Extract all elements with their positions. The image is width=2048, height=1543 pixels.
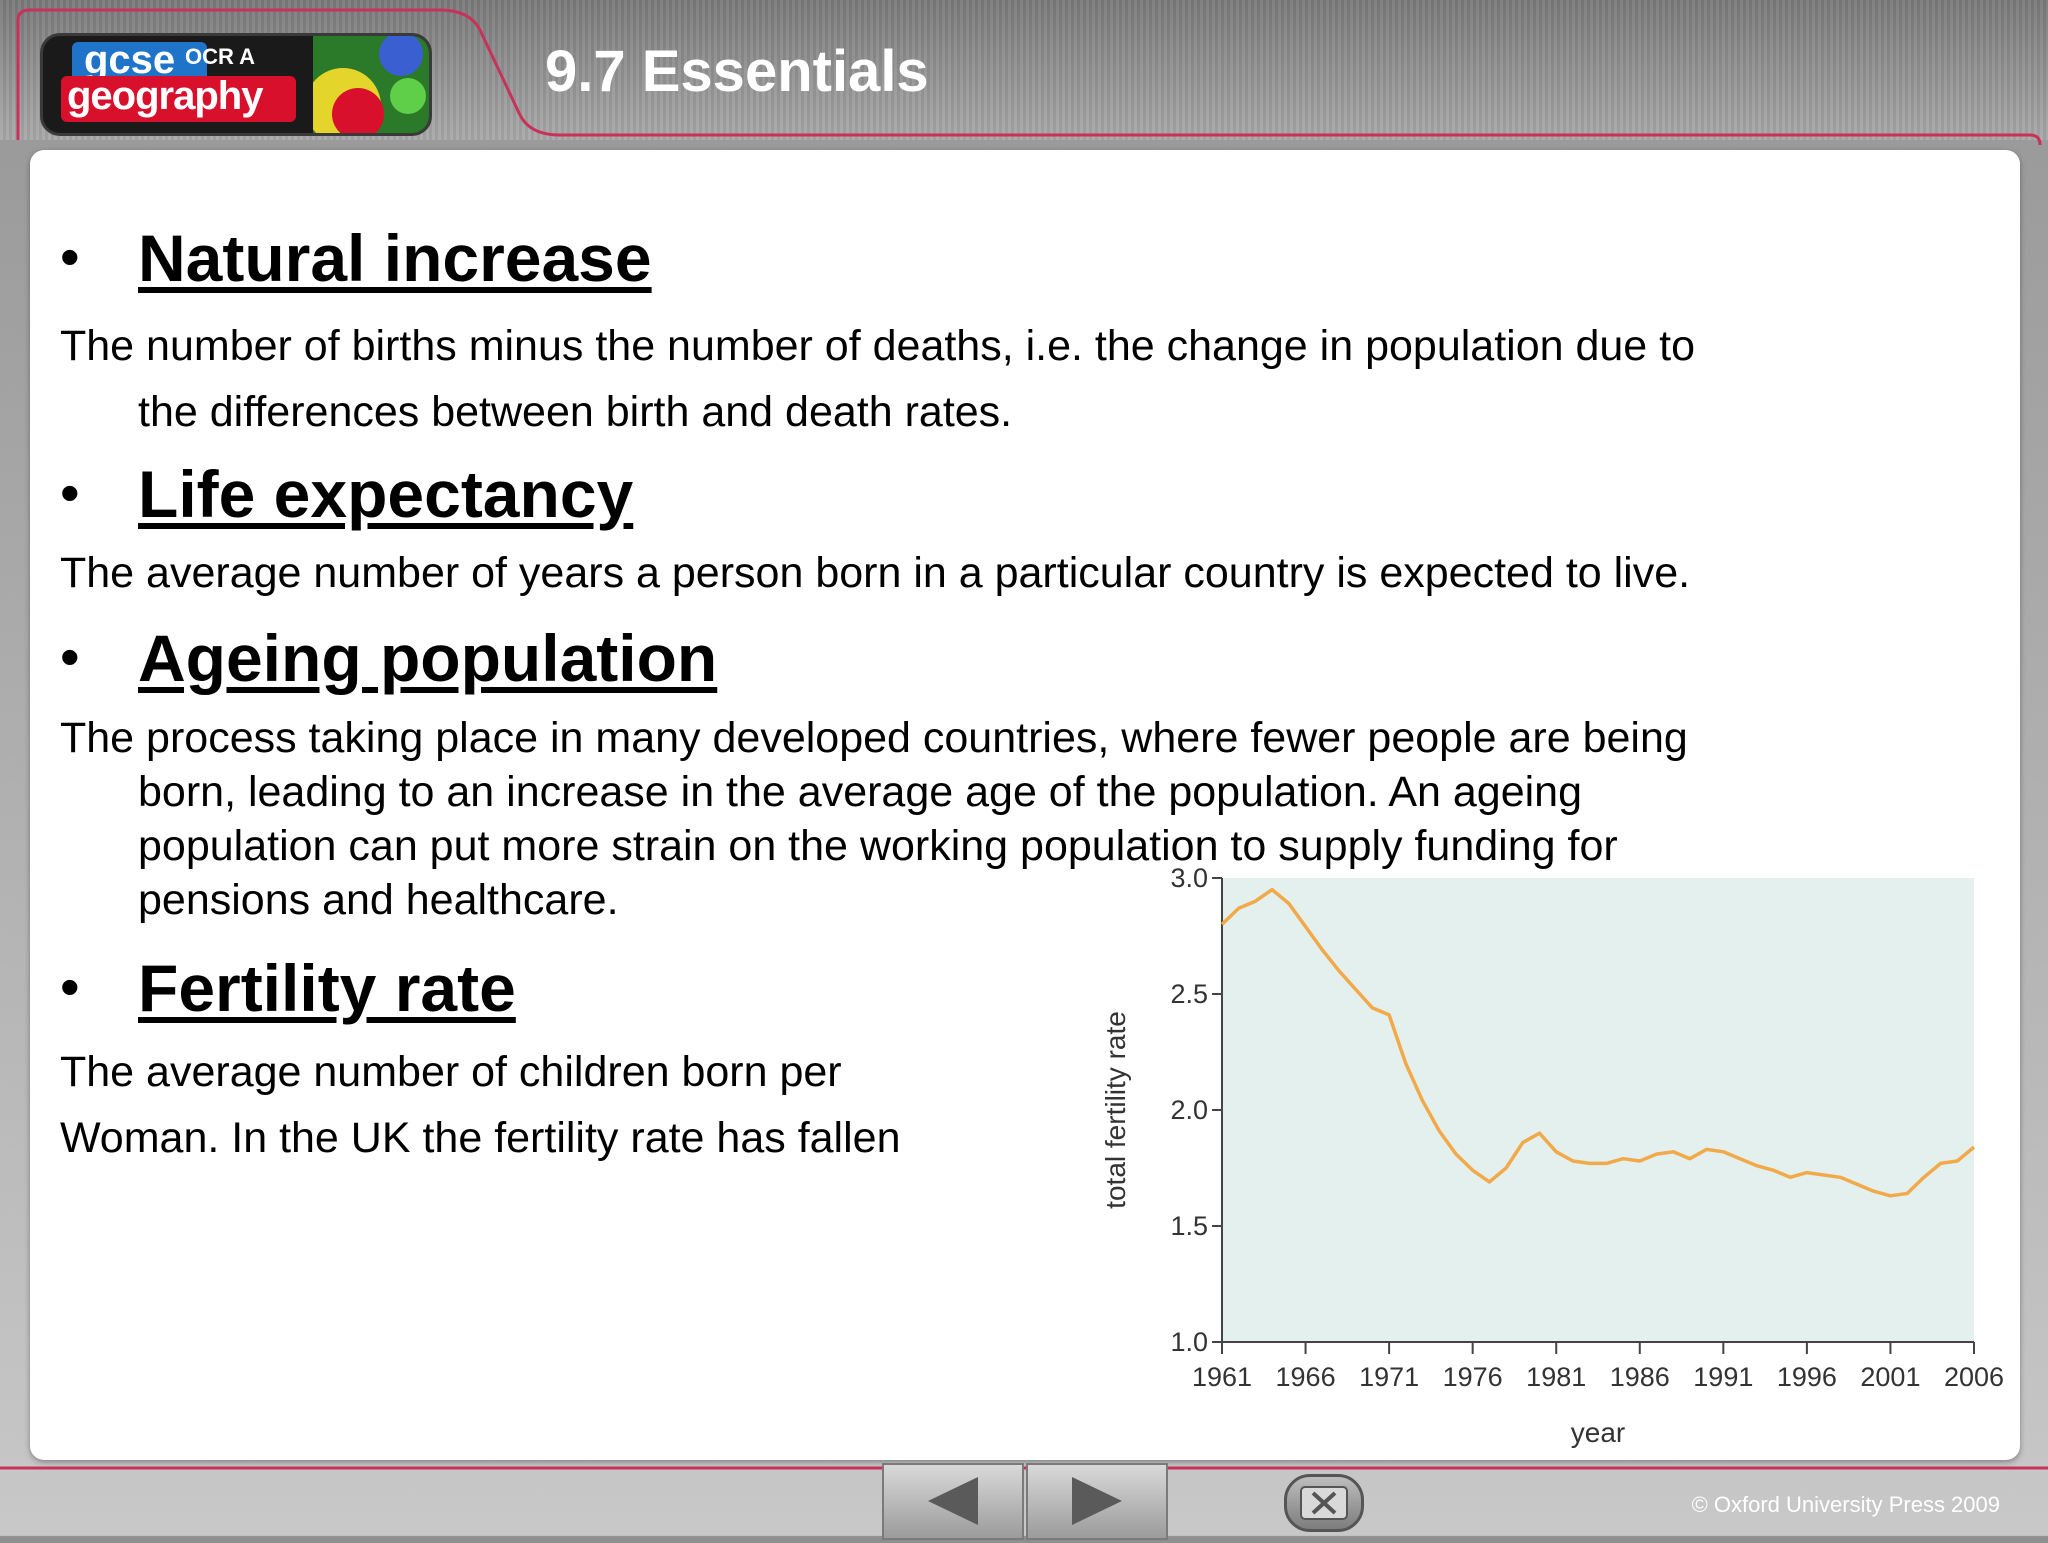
definition-natural-increase: The number of births minus the number of…	[60, 313, 1695, 445]
definition-continuation: the differences between birth and death …	[138, 388, 1013, 436]
x-tick-label: 1991	[1693, 1362, 1753, 1392]
logo-subject-badge: geography	[61, 74, 296, 122]
header-accent-frame	[16, 8, 2042, 146]
previous-slide-button[interactable]	[882, 1463, 1024, 1540]
plot-area	[1222, 878, 1974, 1342]
x-tick-label: 1961	[1192, 1362, 1252, 1392]
x-axis-title: year	[1571, 1417, 1625, 1448]
fertility-rate-chart: 1.0 1.5 2.0 2.5 3.0 1961 1966 1971 1976 1981 1986 1…	[1100, 866, 2004, 1448]
copyright-notice: © Oxford University Press 2009	[1691, 1492, 2000, 1517]
definition-line-2: Woman. In the UK the fertility rate has …	[60, 1114, 901, 1162]
triangle-left-icon	[928, 1477, 978, 1525]
y-tick-label: 1.5	[1170, 1211, 1208, 1241]
triangle-right-icon	[1072, 1477, 1122, 1525]
definition-continuation: born, leading to an increase in the aver…	[138, 768, 1618, 924]
term-ageing-population: Ageing population	[138, 621, 718, 695]
x-tick-label: 2006	[1944, 1362, 2004, 1392]
x-tick-label: 2001	[1860, 1362, 1920, 1392]
gcse-geography-logo: gcse OCR A geography	[40, 33, 432, 136]
term-natural-increase: Natural increase	[138, 221, 652, 295]
x-tick-label: 1996	[1777, 1362, 1837, 1392]
series-line	[1220, 887, 1976, 1198]
term-fertility-rate: Fertility rate	[138, 951, 516, 1025]
y-tick-label: 3.0	[1170, 866, 1208, 893]
x-tick-label: 1986	[1610, 1362, 1670, 1392]
bullet-marker: •	[60, 955, 80, 1018]
definition-line: The average number of children born per	[60, 1048, 842, 1096]
x-tick-label: 1981	[1526, 1362, 1586, 1392]
bullet-marker: •	[60, 461, 80, 524]
definition-line: The process taking place in many develop…	[60, 714, 1688, 762]
next-slide-button[interactable]	[1026, 1463, 1168, 1540]
definition-ageing-population: The process taking place in many develop…	[60, 711, 1800, 927]
definition-line: The average number of years a person bor…	[60, 549, 1691, 597]
definition-fertility-rate: The average number of children born per …	[60, 1039, 901, 1171]
page-title: 9.7 Essentials	[545, 39, 929, 104]
definition-line: The number of births minus the number of…	[60, 322, 1696, 370]
close-x-icon	[1300, 1486, 1348, 1520]
x-tick-label: 1971	[1359, 1362, 1419, 1392]
definition-life-expectancy: The average number of years a person bor…	[60, 546, 1690, 600]
y-axis-title: total fertility rate	[1100, 1011, 1131, 1209]
close-button[interactable]	[1284, 1474, 1364, 1532]
satellite-map-icon	[313, 36, 429, 133]
x-tick-label: 1976	[1443, 1362, 1503, 1392]
nav-bar-frame	[0, 1466, 2048, 1470]
bullet-marker: •	[60, 625, 80, 688]
logo-gcse-badge: gcse	[72, 38, 207, 82]
bullet-marker: •	[60, 225, 80, 288]
y-tick-label: 1.0	[1170, 1327, 1208, 1357]
x-tick-label: 1966	[1276, 1362, 1336, 1392]
y-tick-label: 2.5	[1170, 979, 1208, 1009]
logo-board-text: OCR A	[185, 44, 256, 69]
y-tick-label: 2.0	[1170, 1095, 1208, 1125]
logo-subject-text: geography	[67, 74, 263, 118]
logo-gcse-text: gcse	[84, 38, 176, 82]
term-life-expectancy: Life expectancy	[138, 457, 634, 531]
